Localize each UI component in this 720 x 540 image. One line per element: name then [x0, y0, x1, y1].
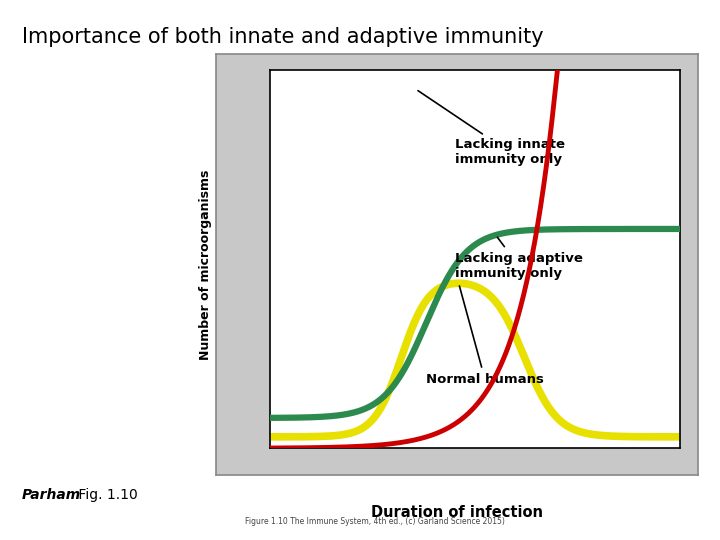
Text: Duration of infection: Duration of infection: [372, 505, 543, 520]
Text: Lacking adaptive
immunity only: Lacking adaptive immunity only: [455, 237, 582, 280]
Y-axis label: Number of microorganisms: Number of microorganisms: [199, 170, 212, 360]
Text: Figure 1.10 The Immune System, 4th ed., (c) Garland Science 2015): Figure 1.10 The Immune System, 4th ed., …: [245, 517, 505, 526]
Text: Parham: Parham: [22, 488, 81, 502]
Text: Importance of both innate and adaptive immunity: Importance of both innate and adaptive i…: [22, 27, 543, 47]
Text: Lacking innate
immunity only: Lacking innate immunity only: [418, 91, 564, 166]
Text: Normal humans: Normal humans: [426, 286, 544, 386]
Text: Fig. 1.10: Fig. 1.10: [74, 488, 138, 502]
